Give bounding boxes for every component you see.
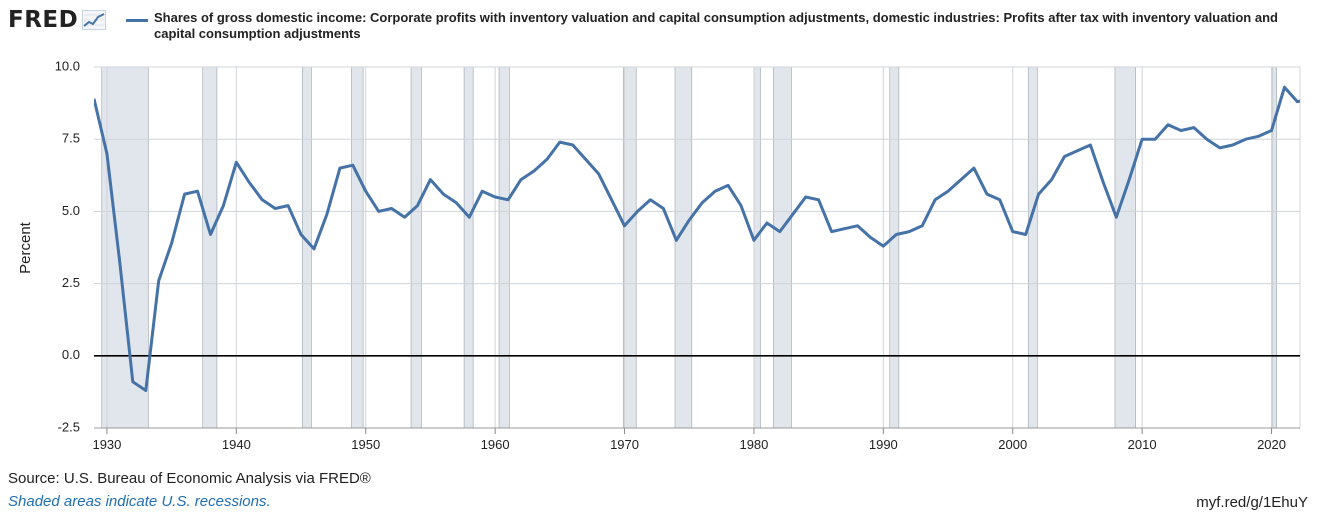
x-tick-label-7: 2000 [998,437,1027,452]
y-tick-label-5: 10.0 [55,58,80,73]
y-tick-label-0: -2.5 [58,419,80,434]
data-series [94,85,1300,392]
recession-band-9 [753,66,761,429]
recession-band-0 [101,66,149,429]
short-url[interactable]: myf.red/g/1EhuY [1196,494,1308,511]
recession-band-12 [1027,66,1038,429]
recession-bands [101,66,1278,429]
legend-label: Shares of gross domestic income: Corpora… [154,10,1278,41]
recession-note[interactable]: Shaded areas indicate U.S. recessions. [8,493,271,510]
recession-band-5 [463,66,474,429]
recession-band-6 [498,66,510,429]
recession-band-8 [674,66,693,429]
grid-lines [94,66,1301,429]
source-note: Source: U.S. Bureau of Economic Analysis… [8,470,371,487]
logo-text: FRED [8,7,79,33]
line-chart: -2.5 0.0 2.5 5.0 7.5 10.0 1930 1940 1950 1960 1970… [17,58,1301,452]
x-tick-label-0: 1930 [92,437,121,452]
recession-band-7 [622,66,637,429]
recession-band-1 [202,66,218,429]
x-tick-label-9: 2020 [1257,437,1286,452]
legend-swatch [126,19,148,22]
series-line-0 [94,85,1300,392]
y-tick-label-3: 5.0 [62,203,80,218]
trend-line-icon [82,10,107,30]
axes: -2.5 0.0 2.5 5.0 7.5 10.0 1930 1940 1950 1960 1970… [55,58,1300,452]
x-tick-label-6: 1990 [869,437,898,452]
y-tick-label-2: 2.5 [62,275,80,290]
x-tick-label-5: 1980 [739,437,768,452]
y-tick-label-4: 7.5 [62,131,80,146]
x-tick-label-3: 1960 [481,437,510,452]
recession-band-11 [889,66,900,429]
recession-band-3 [351,66,364,429]
x-tick-label-2: 1950 [351,437,380,452]
x-tick-label-8: 2010 [1128,437,1157,452]
recession-band-4 [410,66,422,429]
recession-band-10 [773,66,792,429]
y-axis-title: Percent [17,221,34,274]
recession-band-13 [1114,66,1136,429]
x-tick-label-4: 1970 [610,437,639,452]
recession-band-2 [302,66,312,429]
chart-legend[interactable]: Shares of gross domestic income: Corpora… [126,10,1316,42]
x-tick-label-1: 1940 [222,437,251,452]
y-tick-label-1: 0.0 [62,347,80,362]
fred-logo[interactable]: FRED [8,6,107,34]
